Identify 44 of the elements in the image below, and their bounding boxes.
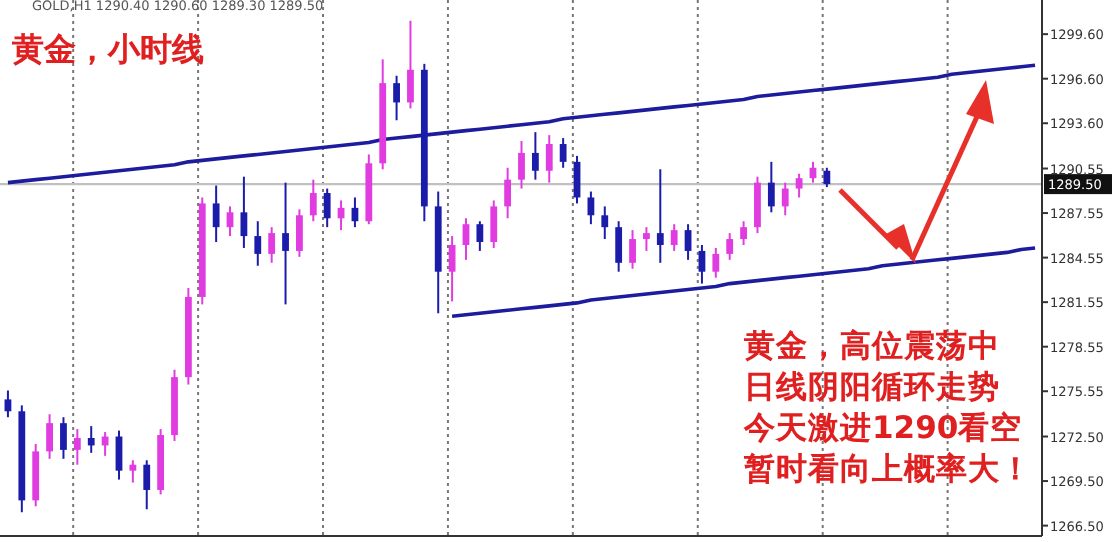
candlestick [823,166,831,189]
candlestick [726,232,734,261]
candlestick [712,246,720,279]
candlestick [504,166,512,220]
candlestick [781,181,789,217]
candlestick [143,459,151,511]
candlestick [670,223,678,252]
text: 黄金，小时线 [10,30,204,68]
candlestick [518,140,525,190]
candlestick [46,413,53,460]
annotation: 黄金，高位震荡中 [742,326,1000,364]
candlestick [601,205,609,241]
candlestick [60,416,67,460]
candlestick [656,168,664,264]
candlestick [545,134,553,184]
candlestick [101,431,109,457]
candlestick [87,425,95,454]
candlestick [212,184,220,244]
line-series [6,63,1037,185]
candlestick [448,235,456,303]
candlestick [754,175,761,235]
candlestick [73,428,81,466]
candlestick [559,137,567,169]
candlestick [767,160,775,214]
candlestick [296,208,303,258]
annotation: 今天激进1290看空 [742,410,1023,446]
candlestick [309,178,317,223]
candlestick [740,220,747,246]
candlestick [629,229,636,270]
candlestick [323,187,331,229]
candlestick [531,131,539,181]
candlestick [795,172,803,199]
annotation: 暂时看向上概率大！ [742,451,1032,487]
candlestick [393,74,400,122]
candlestick [268,226,276,264]
candlestick [476,220,484,252]
candlestick [254,220,262,267]
candlestick [643,226,650,252]
annotation: 日线阴阳循环走势 [744,369,1000,405]
candlestick [490,199,498,249]
candlestick [407,19,414,110]
candlestick [615,220,623,273]
candlestick [129,459,137,484]
candlestick [282,181,289,306]
